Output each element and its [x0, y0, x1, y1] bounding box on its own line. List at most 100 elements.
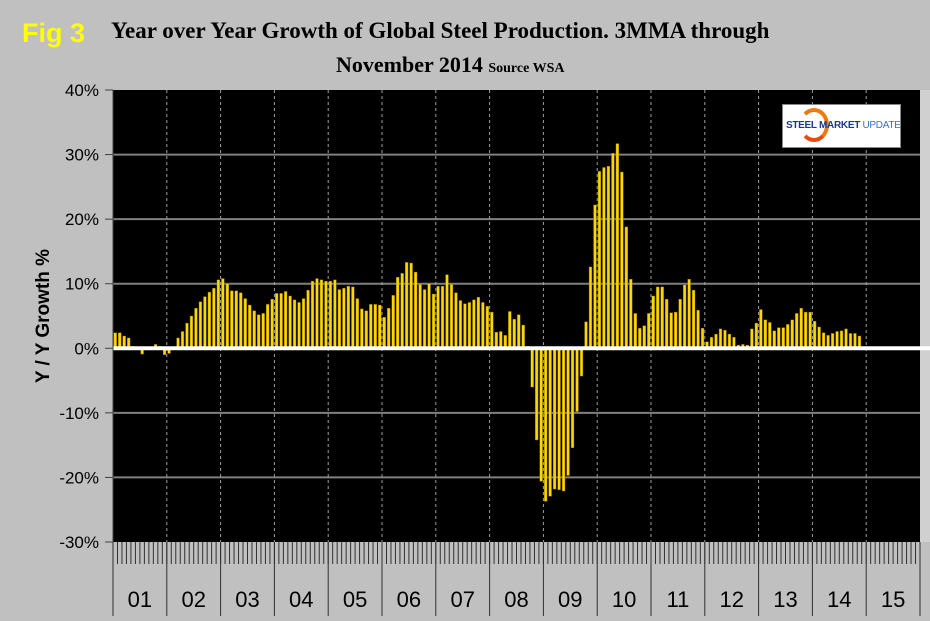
bar — [683, 284, 687, 349]
bar — [629, 278, 633, 349]
bar — [118, 332, 122, 349]
bar — [248, 304, 252, 349]
bar — [727, 333, 732, 349]
x-year-label: 03 — [235, 587, 259, 612]
bar — [221, 278, 225, 349]
bar — [230, 290, 234, 349]
bar — [606, 165, 611, 349]
bar — [185, 322, 189, 349]
bar — [310, 280, 315, 349]
bar — [750, 328, 754, 349]
bar — [786, 324, 790, 349]
bar — [579, 348, 584, 377]
y-tick-label: 30% — [65, 146, 99, 165]
x-year-label: 14 — [827, 587, 851, 612]
bar — [544, 348, 548, 502]
x-year-label: 12 — [719, 587, 743, 612]
bar — [535, 348, 539, 441]
bar — [620, 171, 624, 349]
source-note: Source WSA — [488, 61, 565, 76]
bar — [615, 143, 619, 349]
bar — [593, 204, 597, 349]
x-year-label: 11 — [666, 587, 689, 612]
bar — [301, 298, 306, 349]
bar — [830, 333, 835, 349]
bar — [427, 283, 431, 349]
plot-area — [113, 90, 920, 542]
y-tick-label: 20% — [65, 210, 99, 229]
bar — [472, 299, 476, 349]
bar — [292, 299, 297, 349]
bar — [279, 293, 283, 349]
bar — [853, 333, 857, 349]
bar — [243, 298, 247, 349]
bar — [508, 311, 512, 349]
bar — [647, 313, 651, 349]
bar — [440, 286, 445, 349]
bar — [548, 348, 552, 497]
y-tick-label: -30% — [59, 533, 99, 552]
bar — [297, 302, 301, 349]
bar — [754, 322, 758, 349]
bar — [261, 313, 265, 349]
bar — [431, 293, 436, 349]
bar — [212, 288, 216, 349]
bar — [669, 312, 673, 349]
bar — [822, 332, 826, 349]
bar — [839, 330, 844, 349]
bar — [324, 280, 328, 349]
bar — [768, 322, 772, 349]
bar — [490, 311, 494, 349]
bar — [584, 321, 588, 349]
bar — [781, 327, 785, 349]
bar — [266, 304, 270, 349]
bar — [351, 286, 355, 349]
bar — [275, 293, 279, 349]
bar — [588, 266, 593, 349]
bar — [790, 319, 794, 349]
bar — [759, 309, 763, 349]
x-year-label: 13 — [773, 587, 797, 612]
bar — [319, 279, 324, 349]
bar — [180, 331, 185, 349]
bar — [512, 319, 516, 349]
x-year-label: 06 — [397, 587, 421, 612]
bar — [494, 331, 498, 349]
chart-title-date: November 2014 — [336, 52, 483, 77]
bar — [418, 284, 422, 349]
y-tick-label: -10% — [59, 404, 99, 423]
bar — [718, 328, 723, 349]
x-year-label: 01 — [128, 587, 152, 612]
bar — [687, 278, 691, 349]
bar — [216, 279, 220, 349]
bar — [257, 314, 261, 349]
bar — [817, 326, 821, 349]
x-year-label: 10 — [612, 587, 636, 612]
bar — [270, 299, 274, 349]
bar — [499, 331, 503, 349]
bar — [763, 319, 767, 349]
bar — [414, 271, 418, 349]
bar — [539, 348, 543, 482]
bar — [355, 298, 359, 349]
bar — [844, 328, 848, 349]
bar — [602, 167, 606, 349]
bar — [346, 286, 350, 349]
bar — [476, 297, 480, 349]
bar — [575, 348, 579, 412]
chart-title-line2: November 2014 Source WSA — [336, 52, 564, 78]
bar — [391, 295, 395, 349]
bar — [445, 274, 449, 349]
bar — [284, 291, 288, 349]
bar — [808, 311, 812, 349]
bar — [364, 310, 368, 349]
bar — [409, 262, 413, 349]
bar — [203, 296, 207, 349]
logo-text: STEEL MARKET UPDATE — [786, 120, 901, 131]
bar — [396, 277, 400, 349]
y-tick-label: 10% — [65, 275, 99, 294]
bar — [638, 328, 642, 349]
bar — [467, 302, 472, 349]
bar — [772, 330, 776, 349]
